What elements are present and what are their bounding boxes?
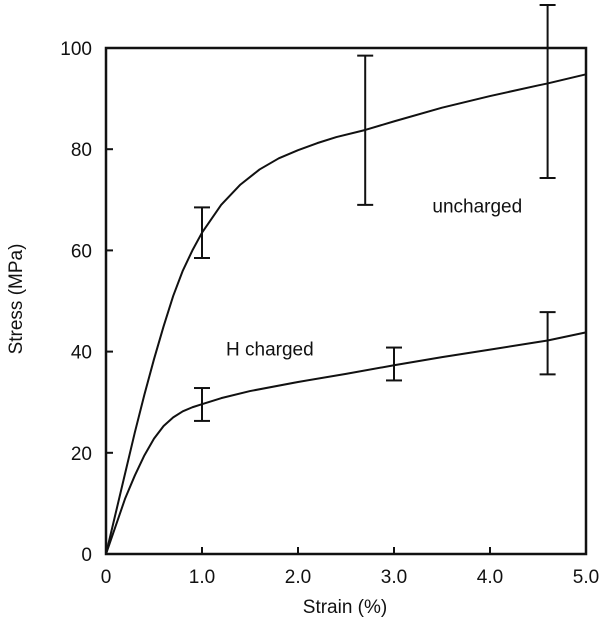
y-axis-label: Stress (MPa) (6, 244, 27, 355)
error-bar (539, 3, 556, 180)
y-tick-label: 80 (71, 140, 92, 161)
x-tick-label: 4.0 (477, 567, 503, 588)
error-bars (194, 3, 556, 422)
error-bar (194, 206, 210, 259)
y-tick-label: 0 (81, 545, 92, 566)
error-bar (194, 387, 210, 422)
x-tick-label: 1.0 (189, 567, 215, 588)
x-tick-label: 0 (101, 567, 112, 588)
error-bar (357, 54, 374, 206)
series-line-1 (105, 331, 587, 555)
y-tick-label: 60 (71, 241, 92, 262)
y-tick-label: 100 (60, 39, 92, 60)
plot-frame (104, 46, 588, 556)
x-tick-label: 5.0 (573, 567, 599, 588)
y-tick-label: 40 (71, 343, 92, 364)
series-label: H charged (226, 340, 314, 361)
series-curves (105, 73, 587, 555)
y-ticks: 0 20 40 60 80 100 (60, 39, 113, 566)
x-tick-label: 2.0 (285, 567, 311, 588)
x-tick-label: 3.0 (381, 567, 407, 588)
series-label: uncharged (432, 196, 522, 217)
x-ticks: 0 1.0 2.0 3.0 4.0 5.0 (101, 547, 599, 588)
error-bar (386, 346, 402, 382)
series-labels: uncharged H charged (226, 196, 522, 360)
error-bar (539, 311, 556, 376)
series-line-0 (105, 73, 587, 555)
x-axis-label: Strain (%) (303, 597, 387, 618)
y-tick-label: 20 (71, 444, 92, 465)
